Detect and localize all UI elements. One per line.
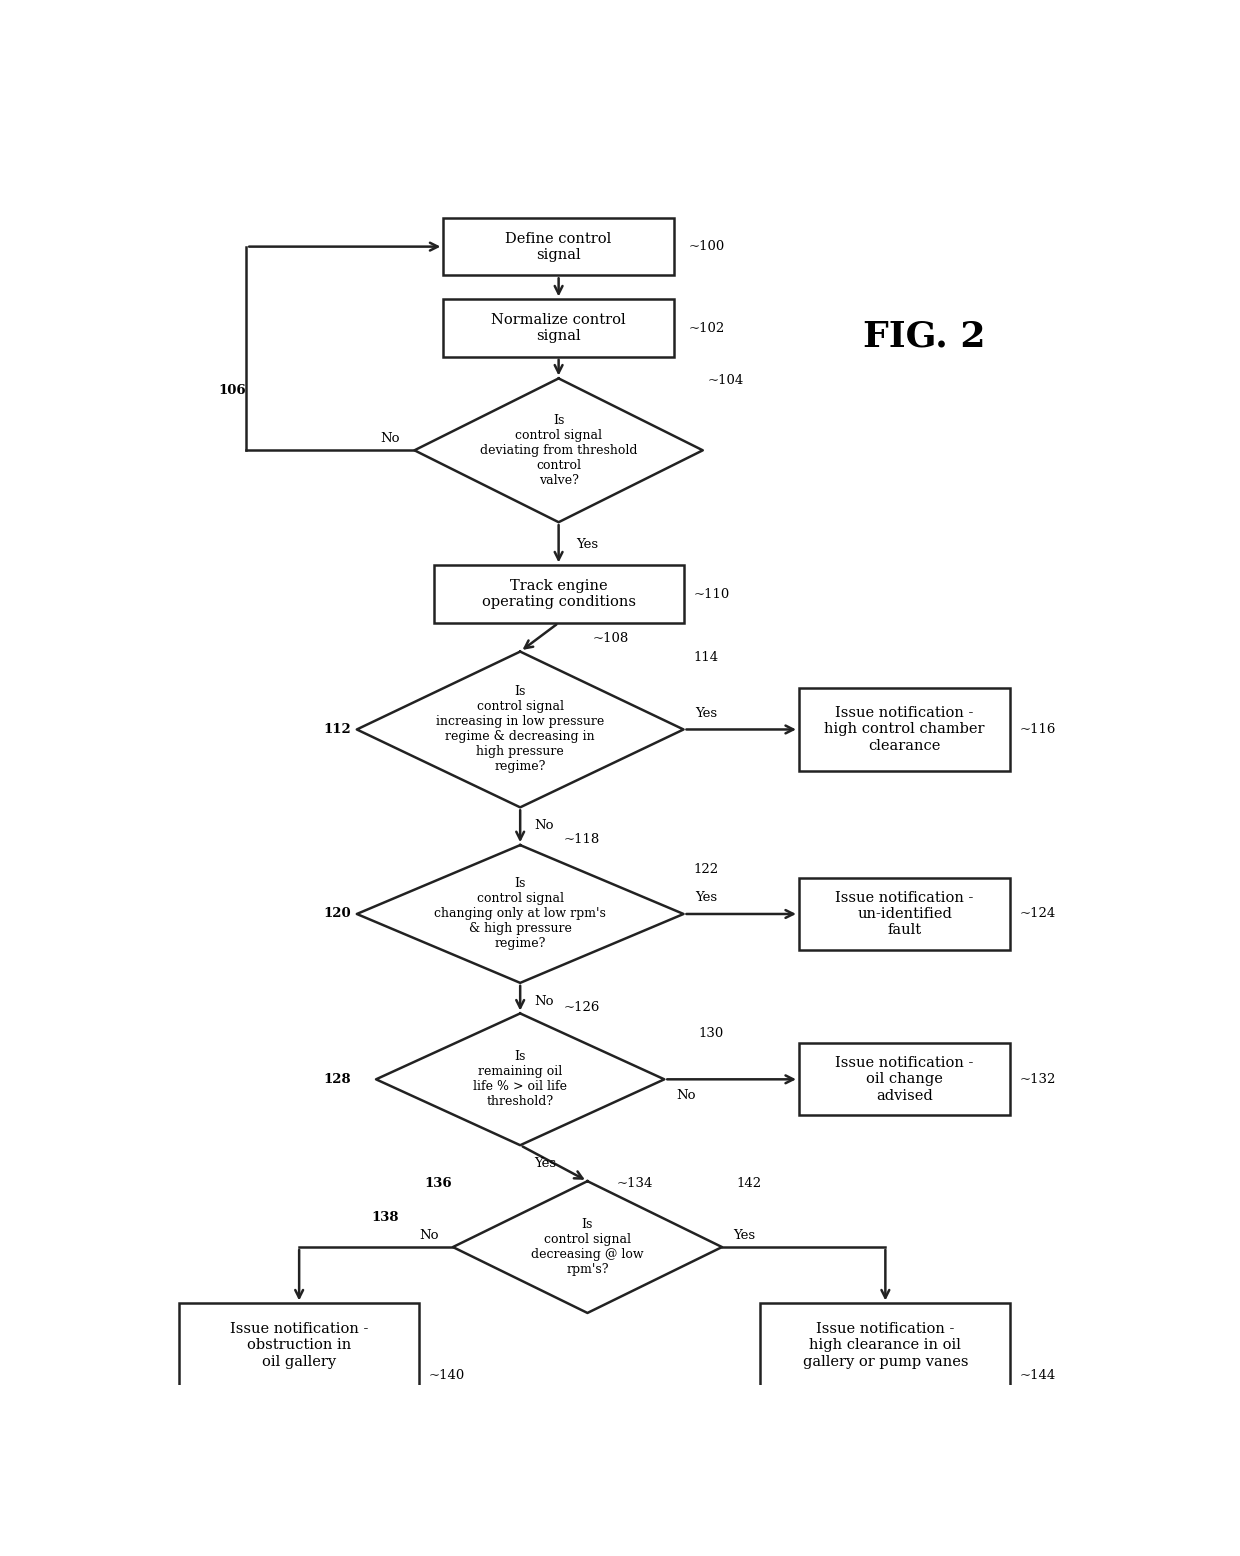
Text: Is
control signal
changing only at low rpm's
& high pressure
regime?: Is control signal changing only at low r… — [434, 878, 606, 951]
Text: Issue notification -
high control chamber
clearance: Issue notification - high control chambe… — [825, 706, 985, 753]
Text: ~126: ~126 — [563, 1001, 600, 1015]
Text: ~104: ~104 — [708, 375, 744, 387]
FancyBboxPatch shape — [799, 1044, 1011, 1116]
Text: ~124: ~124 — [1019, 907, 1056, 921]
Text: Is
control signal
decreasing @ low
rpm's?: Is control signal decreasing @ low rpm's… — [531, 1218, 644, 1276]
Text: 112: 112 — [324, 724, 351, 736]
Text: Issue notification -
oil change
advised: Issue notification - oil change advised — [836, 1057, 973, 1103]
Text: ~108: ~108 — [593, 632, 629, 644]
Text: 142: 142 — [737, 1176, 761, 1190]
Text: ~140: ~140 — [429, 1369, 465, 1382]
Text: 138: 138 — [371, 1211, 399, 1223]
FancyBboxPatch shape — [799, 878, 1011, 949]
Text: 106: 106 — [218, 384, 247, 397]
Text: 136: 136 — [424, 1176, 451, 1190]
Text: 128: 128 — [324, 1072, 351, 1086]
Polygon shape — [376, 1013, 665, 1145]
Text: No: No — [534, 994, 554, 1008]
Text: Track engine
operating conditions: Track engine operating conditions — [481, 579, 636, 610]
Text: 120: 120 — [324, 907, 351, 921]
Text: Yes: Yes — [534, 1158, 557, 1170]
Text: ~102: ~102 — [688, 322, 724, 335]
Text: ~100: ~100 — [688, 240, 724, 254]
Text: Issue notification -
high clearance in oil
gallery or pump vanes: Issue notification - high clearance in o… — [802, 1323, 968, 1369]
Text: Issue notification -
obstruction in
oil gallery: Issue notification - obstruction in oil … — [229, 1323, 368, 1369]
Text: No: No — [419, 1229, 439, 1242]
Text: ~132: ~132 — [1019, 1072, 1056, 1086]
Text: ~144: ~144 — [1019, 1369, 1056, 1382]
FancyBboxPatch shape — [444, 299, 675, 356]
FancyBboxPatch shape — [444, 218, 675, 275]
Text: ~110: ~110 — [693, 588, 729, 601]
Text: Is
remaining oil
life % > oil life
threshold?: Is remaining oil life % > oil life thres… — [474, 1050, 567, 1108]
Text: 122: 122 — [693, 864, 718, 876]
Polygon shape — [357, 845, 683, 983]
Text: Normalize control
signal: Normalize control signal — [491, 313, 626, 344]
Text: FIG. 2: FIG. 2 — [863, 319, 985, 353]
FancyBboxPatch shape — [799, 688, 1011, 772]
Text: Is
control signal
deviating from threshold
control
valve?: Is control signal deviating from thresho… — [480, 414, 637, 487]
Polygon shape — [453, 1181, 722, 1313]
Text: 130: 130 — [698, 1027, 723, 1041]
FancyBboxPatch shape — [179, 1304, 419, 1388]
Text: Yes: Yes — [696, 706, 717, 720]
Text: ~118: ~118 — [563, 832, 600, 846]
Text: Yes: Yes — [696, 892, 717, 904]
FancyBboxPatch shape — [760, 1304, 1011, 1388]
Polygon shape — [357, 652, 683, 808]
Text: Yes: Yes — [575, 538, 598, 551]
Text: No: No — [676, 1089, 696, 1102]
Text: ~116: ~116 — [1019, 724, 1056, 736]
Text: Is
control signal
increasing in low pressure
regime & decreasing in
high pressur: Is control signal increasing in low pres… — [436, 686, 604, 773]
Text: Issue notification -
un-identified
fault: Issue notification - un-identified fault — [836, 890, 973, 937]
Text: 114: 114 — [693, 650, 718, 664]
FancyBboxPatch shape — [434, 565, 683, 622]
Text: No: No — [381, 433, 401, 445]
Text: ~134: ~134 — [616, 1176, 652, 1190]
Text: Yes: Yes — [734, 1229, 755, 1242]
Text: Define control
signal: Define control signal — [506, 232, 611, 261]
Polygon shape — [414, 378, 703, 523]
Text: No: No — [534, 820, 554, 832]
